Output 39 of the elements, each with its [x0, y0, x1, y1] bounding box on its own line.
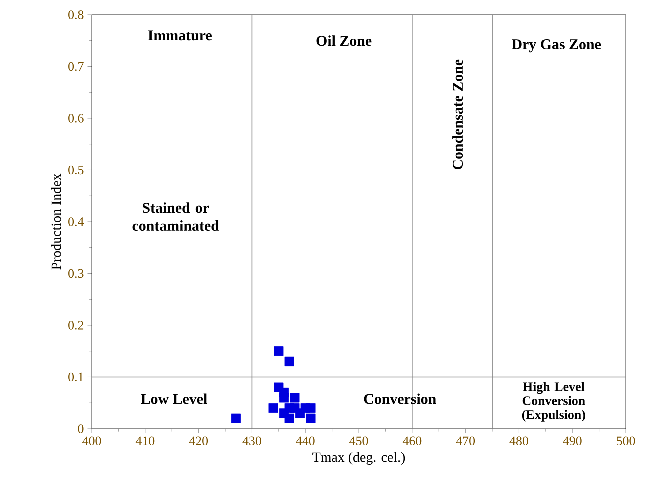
y-tick-label: 0.5 [68, 166, 84, 175]
x-tick-label: 450 [350, 436, 368, 446]
annotation: Conversion [364, 394, 436, 404]
x-tick-label: 430 [242, 436, 262, 446]
x-tick-label: 420 [189, 436, 208, 446]
annotation: Stained or contaminated [132, 202, 220, 232]
x-axis-title: Tmax (deg. cel.) [312, 452, 406, 466]
y-tick-label: 0.3 [68, 269, 84, 278]
y-tick-label: 0.8 [68, 10, 84, 20]
annotation: Low Level [141, 394, 208, 404]
point [306, 414, 316, 424]
y-tick-label: 0.4 [68, 218, 84, 226]
point [231, 414, 241, 424]
annotation: Immature [148, 30, 212, 41]
x-tick-label: 470 [456, 436, 476, 446]
y-tick-label: 0.6 [68, 114, 84, 123]
x-tick-label: 400 [82, 436, 102, 446]
annotation: Dry Gas Zone [512, 39, 602, 53]
point [284, 356, 294, 367]
point [279, 393, 290, 403]
x-tick-label: 490 [563, 436, 582, 446]
x-tick-label: 410 [136, 436, 155, 446]
x-tick-label: 500 [617, 436, 636, 446]
annotation: Condensate Zone [452, 60, 464, 170]
point [268, 403, 278, 414]
annotation: High Level Conversion (Expulsion) [522, 382, 586, 422]
y-tick-label: 0 [78, 424, 84, 434]
point [290, 393, 300, 403]
y-tick-label: 0.7 [68, 62, 84, 72]
annotation: Oil Zone [316, 36, 372, 46]
point [274, 346, 284, 356]
point [284, 414, 294, 424]
point [306, 403, 316, 414]
x-tick-label: 460 [402, 436, 422, 446]
y-tick-label: 0.1 [68, 372, 84, 382]
x-tick-label: 480 [510, 436, 528, 446]
y-tick-label: 0.2 [68, 321, 84, 330]
x-tick-label: 440 [296, 436, 315, 446]
y-axis-title: Production Index [51, 174, 62, 270]
